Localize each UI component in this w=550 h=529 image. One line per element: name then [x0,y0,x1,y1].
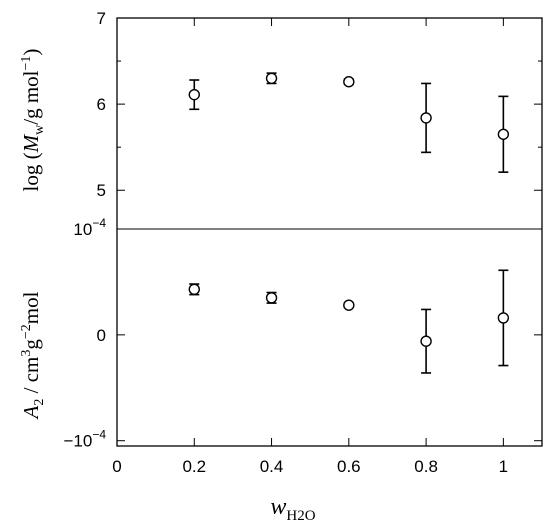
x-tick-label-3: 0.6 [337,457,361,476]
data-point [497,312,510,324]
x-axis-title: wH2O [270,494,315,524]
point-bottom-1 [265,291,278,304]
data-point [343,299,355,311]
y-top-mid: /g mol [19,70,43,124]
y-top-sub: w [32,124,47,135]
y-axis-title-bottom: A2 / cm3g−2mol [19,291,47,420]
x-axis-title-main: w [270,494,286,520]
data-point [497,128,510,140]
x-tick-label-2: 0.4 [260,457,284,476]
data-point [265,292,278,304]
x-tick-label-4: 0.8 [414,457,438,476]
y-bottom-mid2: g [19,339,43,350]
y-top-italic: M [19,133,43,153]
y-top-suffix: ) [19,49,43,56]
y-tick-label-top-2: 7 [97,9,106,28]
x-axis-ticks: 0 0.2 0.4 0.6 0.8 1 [112,18,508,476]
y-bottom-mid: / cm [19,357,43,399]
data-point [265,72,278,84]
x-tick-label-1: 0.2 [182,457,206,476]
y-bottom-italic: A [19,405,43,420]
point-top-4 [497,95,510,173]
y-tick-label-base: 10 [73,220,92,239]
y-tick-label-top-0: 5 [97,181,106,200]
plot-frame [116,17,543,447]
y-tick-label-exponent: −4 [92,428,106,442]
y-tick-label-bottom-0: −10−4 [63,428,106,451]
y-tick-label-bottom-2: 10−4 [73,216,106,239]
y-tick-label-bottom-1: 0 [97,326,106,345]
data-point [343,76,355,88]
x-tick-label-0: 0 [112,457,121,476]
data-point [420,112,432,124]
data-point [420,335,432,347]
y-bottom-sup1: 3 [19,350,34,357]
point-bottom-2 [343,299,355,311]
y-tick-label-exponent: −4 [92,216,106,230]
point-bottom-0 [188,283,200,296]
data-point [188,88,200,101]
y-bottom-sub: 2 [32,399,47,406]
y-top-prefix: log ( [19,152,43,191]
data-point [188,283,200,296]
x-axis-title-sub: H2O [286,508,315,524]
point-top-3 [420,82,432,154]
x-tick-label-5: 1 [499,457,508,476]
y-tick-label-top-1: 6 [97,95,106,114]
point-bottom-4 [497,269,510,367]
y-axis-title-top: log (Mw/g mol−1) [19,49,47,192]
y-tick-label-base: −10 [63,432,92,451]
point-top-0 [188,79,200,111]
y-top-sup: −1 [19,56,34,71]
point-bottom-3 [420,308,432,374]
y-bottom-sup2: −2 [19,324,34,339]
point-top-1 [265,72,278,85]
point-top-2 [343,76,355,88]
y-bottom-suffix: mol [19,291,43,324]
data-marks [188,72,510,374]
